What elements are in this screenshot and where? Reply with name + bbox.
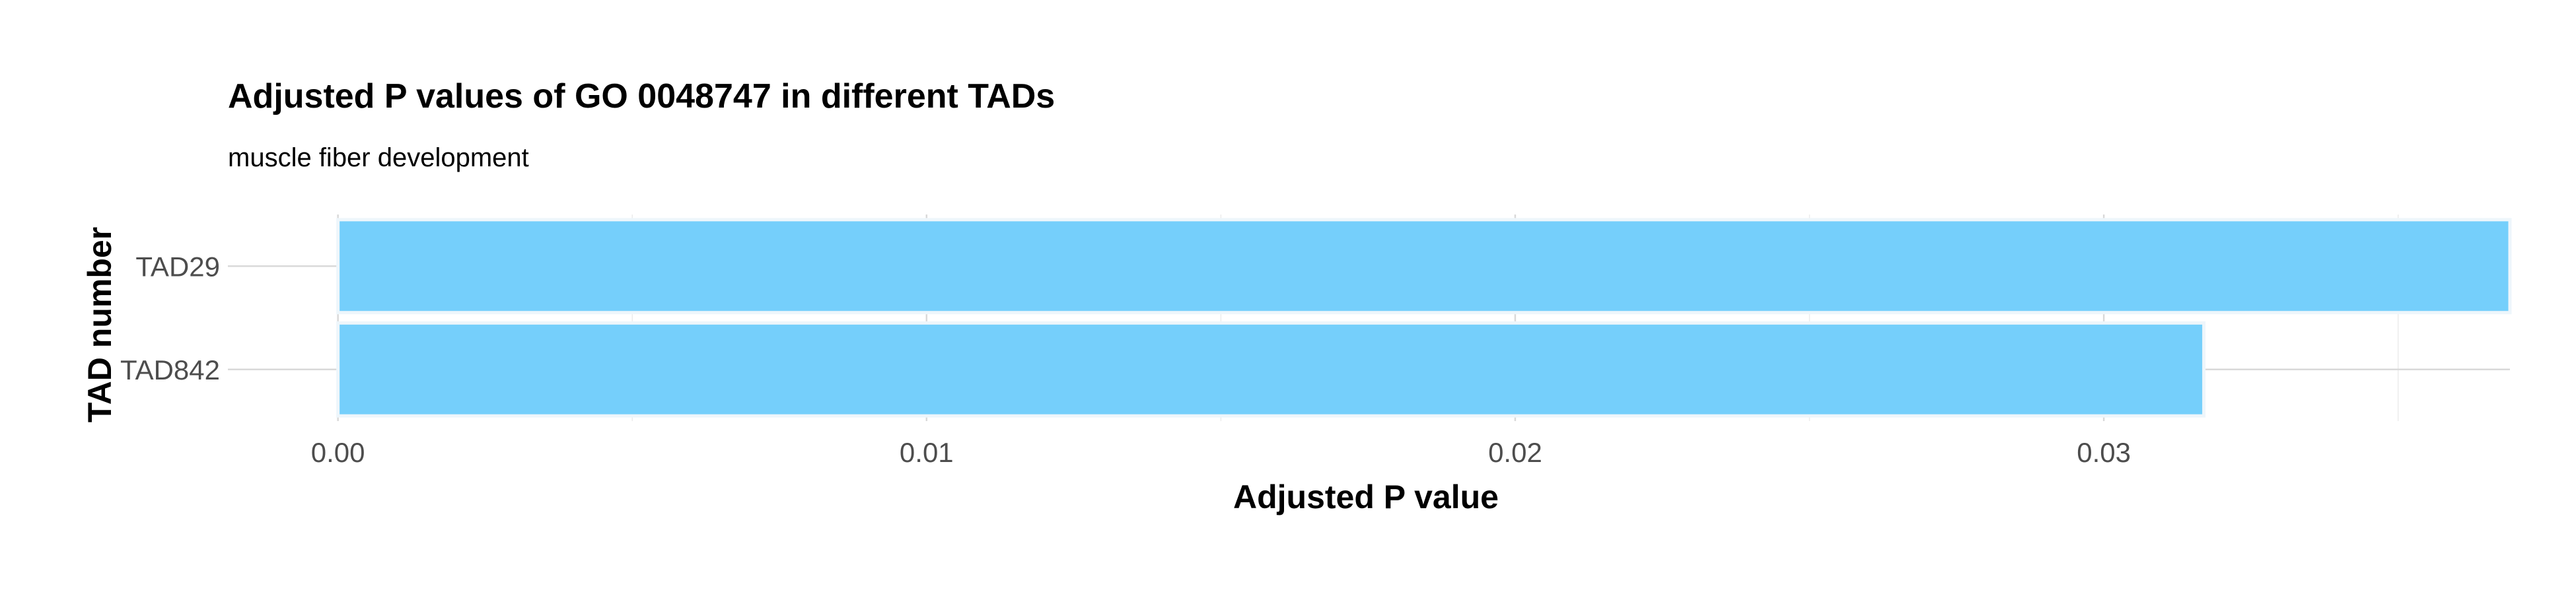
- bar-tad29: [336, 218, 2512, 315]
- x-tick-label: 0.01: [900, 437, 954, 468]
- chart-title: Adjusted P values of GO 0048747 in diffe…: [228, 77, 1055, 116]
- bar-tad842: [336, 321, 2206, 418]
- x-tick-label: 0.00: [311, 437, 365, 468]
- x-axis-title: Adjusted P value: [1233, 478, 1499, 515]
- bars: [336, 218, 2512, 418]
- x-axis-tick-labels: 0.00 0.01 0.02 0.03: [311, 437, 2131, 468]
- chart-subtitle: muscle fiber development: [228, 143, 529, 172]
- x-tick-label: 0.03: [2077, 437, 2131, 468]
- y-tick-label: TAD842: [120, 354, 220, 385]
- y-tick-label: TAD29: [135, 251, 220, 282]
- y-axis-title: TAD number: [81, 227, 118, 422]
- y-axis-tick-labels: TAD29 TAD842: [120, 251, 220, 385]
- x-tick-label: 0.02: [1488, 437, 1542, 468]
